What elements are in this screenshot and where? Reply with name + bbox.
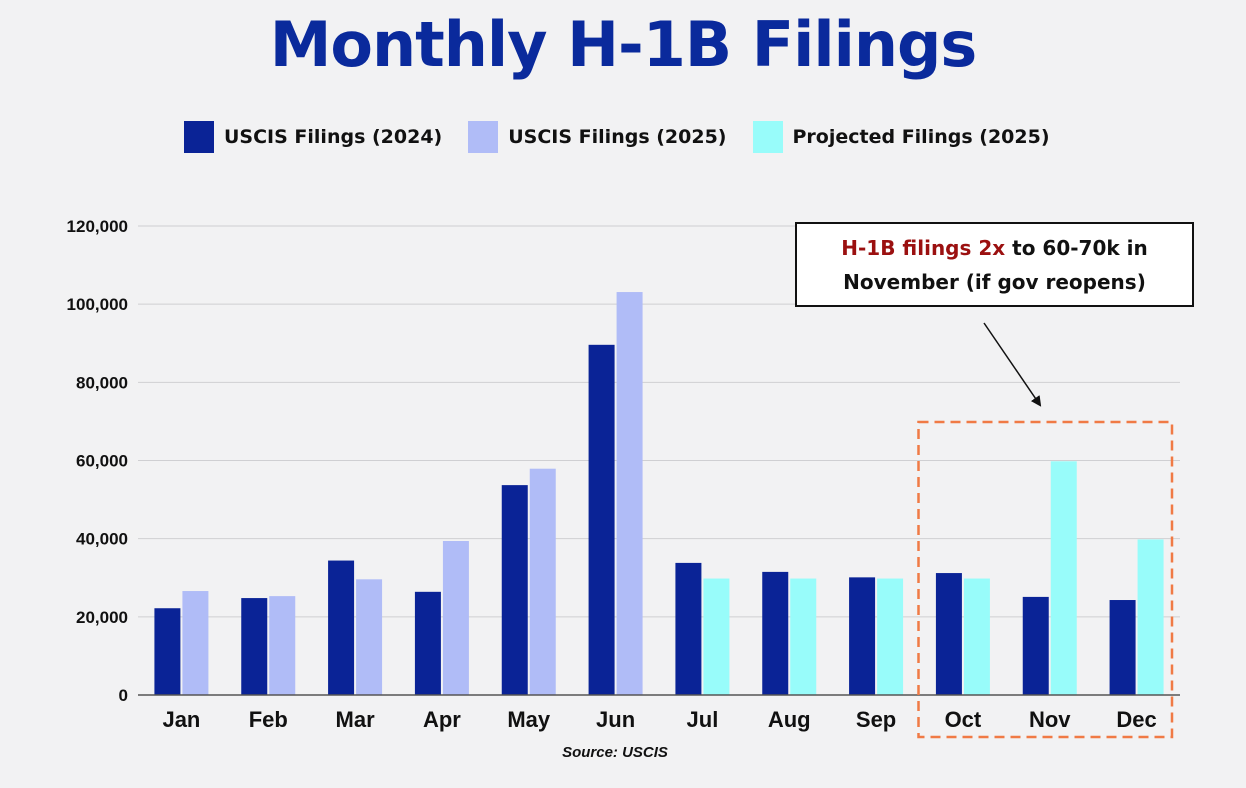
- y-tick-label: 40,000: [76, 530, 128, 549]
- x-tick-label: Dec: [1116, 707, 1156, 732]
- legend-label-projected: Projected Filings (2025): [792, 126, 1050, 148]
- legend-swatch-2025: [468, 121, 499, 153]
- x-tick-label: May: [507, 707, 551, 732]
- bar-2024-feb: [241, 598, 268, 695]
- x-tick-label: Oct: [945, 707, 982, 732]
- legend-swatch-2024: [184, 121, 214, 153]
- bar-2024-apr: [414, 591, 441, 695]
- x-tick-label: Aug: [768, 707, 811, 732]
- x-tick-label: Sep: [856, 707, 896, 732]
- bar-projected-nov: [1050, 461, 1077, 695]
- annotation-line2: November (if gov reopens): [843, 269, 1146, 294]
- bar-2024-may: [501, 485, 528, 695]
- bar-2025-may: [529, 468, 556, 695]
- x-tick-label: Jul: [687, 707, 719, 732]
- bar-2025-feb: [269, 596, 296, 695]
- bar-projected-dec: [1137, 539, 1164, 695]
- x-tick-label: Jan: [162, 707, 200, 732]
- y-tick-label: 120,000: [67, 217, 128, 236]
- legend-item-2024: USCIS Filings (2024): [184, 121, 442, 153]
- annotation-text: H-1B filings 2x to 60-70k in November (i…: [841, 231, 1148, 299]
- y-tick-label: 20,000: [76, 608, 128, 627]
- bar-2024-dec: [1109, 600, 1136, 695]
- bar-projected-sep: [877, 578, 904, 695]
- bar-2024-sep: [849, 577, 876, 695]
- y-tick-label: 100,000: [67, 295, 128, 314]
- bar-2025-jun: [616, 292, 643, 695]
- legend-item-projected: Projected Filings (2025): [752, 121, 1050, 153]
- x-tick-label: Nov: [1029, 707, 1071, 732]
- legend-label-2024: USCIS Filings (2024): [224, 126, 443, 148]
- x-tick-label: Feb: [249, 707, 288, 732]
- bar-2024-jan: [154, 608, 181, 695]
- annotation-highlight: H-1B filings 2x: [841, 235, 1006, 260]
- bar-2025-mar: [356, 579, 383, 695]
- legend: USCIS Filings (2024) USCIS Filings (2025…: [184, 120, 1050, 154]
- legend-swatch-projected: [752, 121, 783, 153]
- y-tick-label: 80,000: [76, 373, 128, 392]
- annotation-callout: H-1B filings 2x to 60-70k in November (i…: [795, 222, 1194, 307]
- bar-projected-jul: [703, 578, 730, 695]
- bar-projected-aug: [790, 578, 817, 695]
- annotation-line1-rest: to 60-70k in: [1005, 235, 1148, 260]
- bar-projected-oct: [963, 578, 990, 695]
- y-tick-label: 0: [119, 686, 128, 705]
- bar-2024-aug: [762, 571, 789, 695]
- legend-label-2025: USCIS Filings (2025): [508, 126, 727, 148]
- bar-2025-apr: [442, 541, 469, 695]
- highlight-box: [917, 420, 1174, 739]
- bar-2024-mar: [328, 560, 355, 695]
- x-tick-label: Apr: [423, 707, 461, 732]
- bar-2024-jun: [588, 344, 615, 695]
- y-tick-label: 60,000: [76, 452, 128, 471]
- legend-item-2025: USCIS Filings (2025): [468, 121, 727, 153]
- annotation-arrow: [983, 322, 1042, 407]
- bar-2025-jan: [182, 591, 209, 695]
- chart-title: Monthly H-1B Filings: [269, 8, 978, 81]
- source-note: Source: USCIS: [562, 744, 668, 761]
- bar-2024-nov: [1022, 596, 1049, 695]
- x-tick-label: Mar: [336, 707, 376, 732]
- x-tick-label: Jun: [596, 707, 635, 732]
- bar-2024-jul: [675, 562, 702, 695]
- bar-2024-oct: [935, 573, 962, 695]
